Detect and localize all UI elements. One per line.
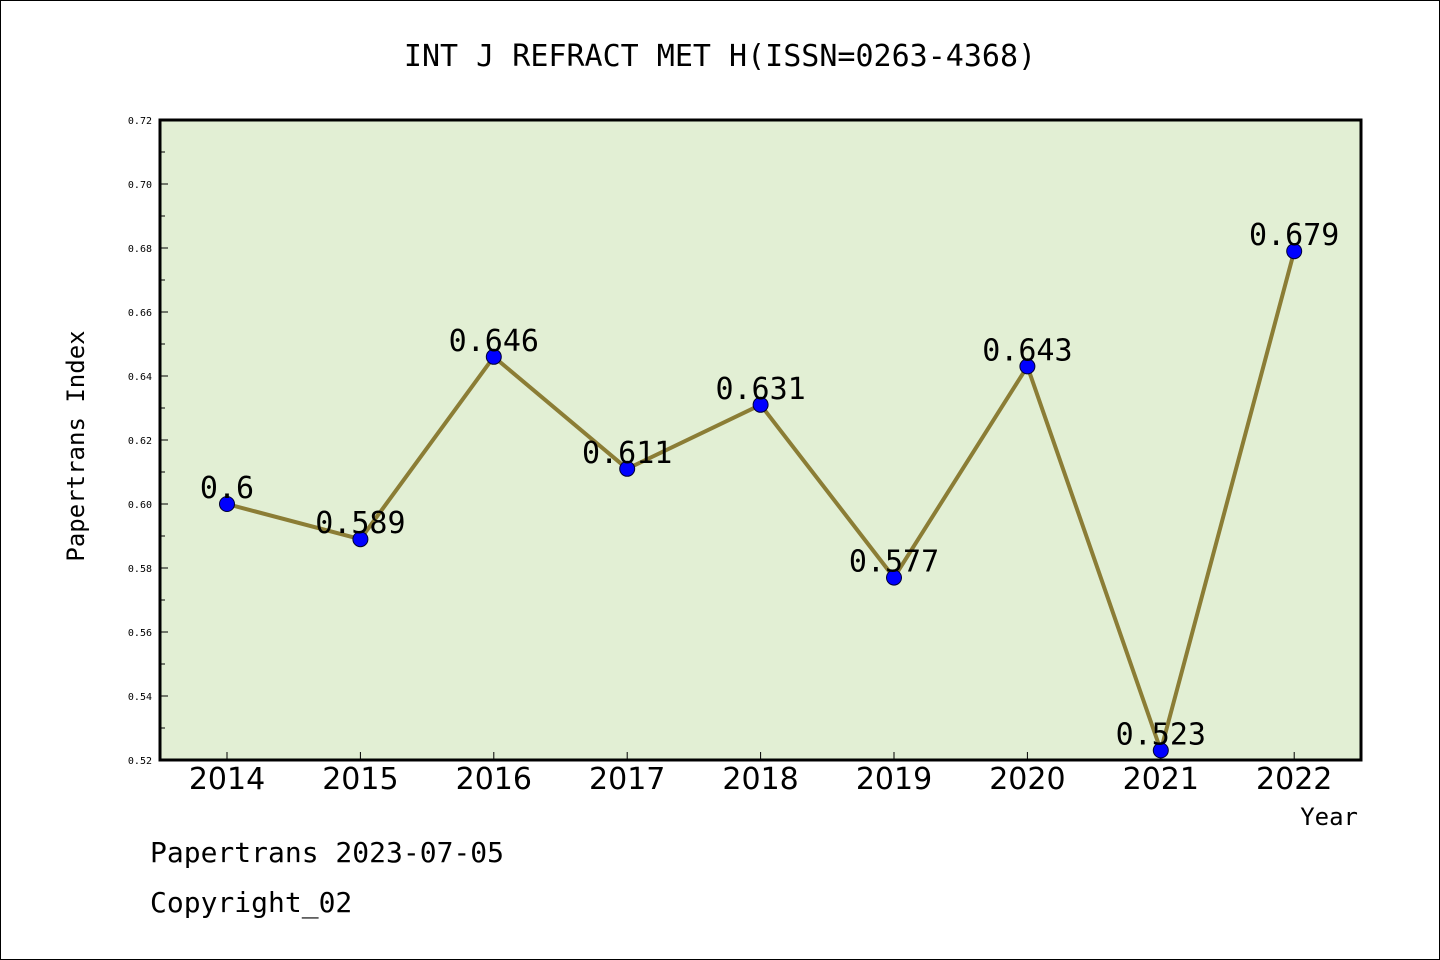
data-label: 0.679 (1249, 218, 1339, 253)
x-tick-label: 2014 (189, 762, 265, 797)
data-label: 0.631 (715, 372, 805, 407)
x-tick-label: 2019 (856, 762, 932, 797)
x-tick-label: 2021 (1123, 762, 1199, 797)
x-axis-label: Year (1300, 803, 1358, 831)
data-point (485, 348, 502, 365)
y-tick-label: 0.58 (128, 564, 152, 575)
x-tick-label: 2015 (322, 762, 398, 797)
y-tick-label: 0.70 (128, 180, 152, 191)
x-tick-label: 2016 (456, 762, 532, 797)
chart-title: INT J REFRACT MET H(ISSN=0263-4368) (404, 39, 1036, 74)
y-tick-label: 0.62 (128, 436, 152, 447)
y-axis-label: Papertrans Index (62, 330, 90, 561)
data-point (1019, 358, 1036, 375)
series-layer (219, 243, 1303, 759)
data-point (219, 496, 235, 512)
y-tick-label: 0.54 (128, 692, 152, 703)
y-tick-label: 0.66 (128, 308, 152, 319)
data-label: 0.589 (315, 506, 405, 541)
data-label: 0.523 (1116, 717, 1206, 752)
y-tick-label: 0.64 (128, 372, 152, 383)
data-point (886, 569, 902, 586)
data-point (752, 396, 769, 413)
data-labels: 0.6 0.589 0.646 0.611 0.631 0.577 0.643 0.523 0.… (200, 218, 1339, 752)
y-tick-label: 0.72 (128, 116, 152, 127)
data-label: 0.643 (982, 333, 1072, 368)
y-tick-label: 0.52 (128, 756, 152, 767)
x-tick-label: 2018 (722, 762, 798, 797)
y-axis: 0.52 0.54 0.56 0.58 0.60 0.62 0.64 0.66 0.68 0.70… (128, 116, 168, 767)
y-tick-label: 0.68 (128, 244, 152, 255)
x-axis: 2014 2015 2016 2017 2018 2019 2020 2021 2022 (189, 752, 1332, 797)
x-tick-label: 2020 (989, 762, 1065, 797)
y-tick-label: 0.60 (128, 500, 152, 511)
y-tick-label: 0.56 (128, 628, 152, 639)
data-label: 0.577 (849, 545, 939, 580)
data-point (1152, 742, 1169, 759)
data-label: 0.6 (200, 471, 254, 506)
footer-date: Papertrans 2023-07-05 (150, 836, 504, 869)
data-label: 0.611 (582, 436, 672, 471)
data-label: 0.646 (449, 324, 539, 359)
data-point (352, 531, 369, 548)
x-tick-label: 2022 (1256, 762, 1332, 797)
data-point (1286, 243, 1303, 260)
footer-copyright: Copyright_02 (150, 886, 352, 920)
plot-area (158, 118, 1363, 762)
data-point (619, 460, 636, 477)
x-tick-label: 2017 (589, 762, 665, 797)
